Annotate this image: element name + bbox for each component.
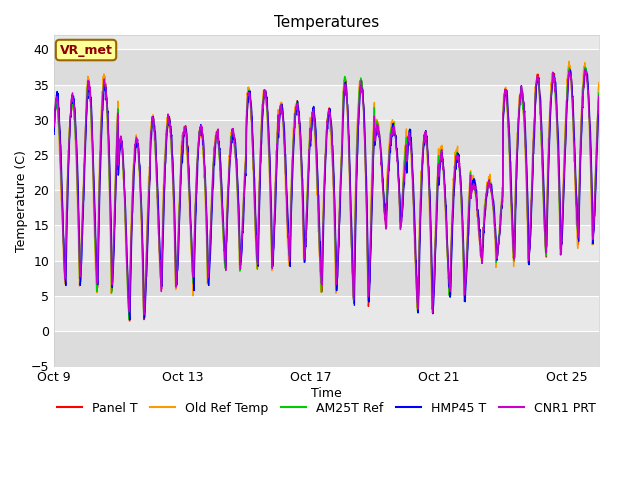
Bar [54,226,599,261]
Title: Temperatures: Temperatures [274,15,379,30]
X-axis label: Time: Time [311,387,342,400]
Bar [54,49,599,84]
Y-axis label: Temperature (C): Temperature (C) [15,150,28,252]
Bar [54,84,599,120]
Bar [54,296,599,331]
Bar [54,261,599,296]
Bar [54,155,599,190]
Text: VR_met: VR_met [60,44,113,57]
Bar [54,120,599,155]
Legend: Panel T, Old Ref Temp, AM25T Ref, HMP45 T, CNR1 PRT: Panel T, Old Ref Temp, AM25T Ref, HMP45 … [52,396,601,420]
Bar [54,190,599,226]
Bar [54,331,599,366]
